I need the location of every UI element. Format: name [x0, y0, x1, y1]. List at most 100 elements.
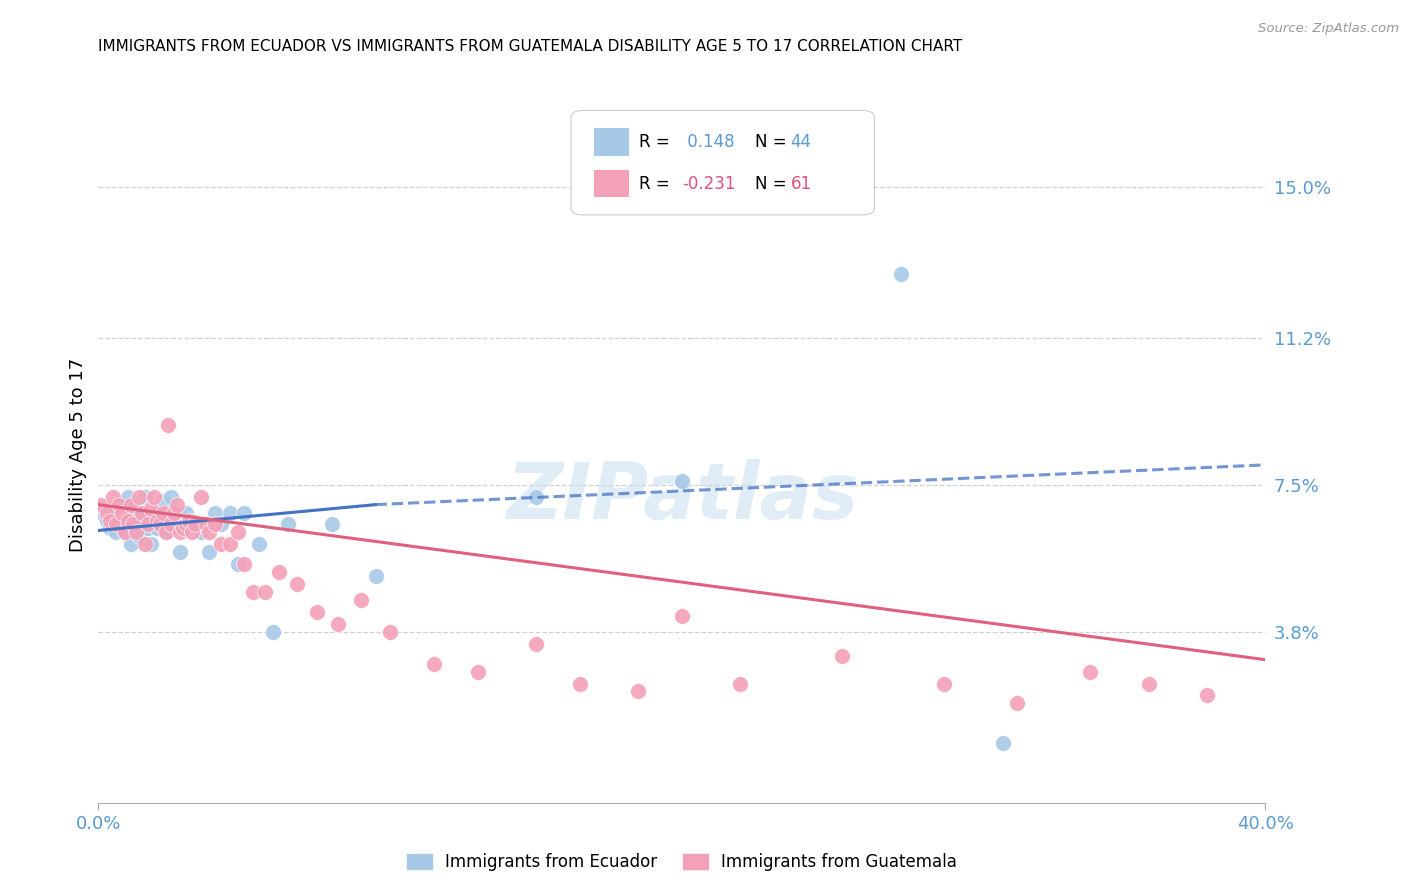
- FancyBboxPatch shape: [571, 111, 875, 215]
- Point: [125, 525, 148, 540]
- Point: [423, 657, 446, 671]
- Point: [169, 545, 191, 559]
- Y-axis label: Disability Age 5 to 17: Disability Age 5 to 17: [69, 358, 87, 552]
- Point: [253, 585, 276, 599]
- Point: [831, 648, 853, 663]
- Point: [96, 506, 118, 520]
- Point: [122, 517, 145, 532]
- Point: [1007, 697, 1029, 711]
- Point: [195, 517, 218, 532]
- Text: N =: N =: [755, 133, 787, 151]
- Point: [174, 517, 197, 532]
- Point: [180, 525, 202, 540]
- Point: [134, 537, 156, 551]
- Point: [218, 537, 240, 551]
- Point: [467, 665, 489, 679]
- Point: [204, 506, 226, 520]
- Point: [149, 517, 172, 532]
- Point: [108, 514, 131, 528]
- Text: 44: 44: [790, 133, 811, 151]
- Point: [198, 545, 221, 559]
- Point: [269, 565, 291, 579]
- Point: [120, 537, 142, 551]
- Point: [163, 506, 186, 520]
- Point: [228, 525, 250, 540]
- Point: [671, 609, 693, 624]
- Point: [209, 517, 232, 532]
- Point: [380, 624, 402, 639]
- Point: [174, 506, 197, 520]
- Point: [242, 585, 264, 599]
- Point: [350, 593, 373, 607]
- Point: [142, 514, 165, 528]
- Point: [160, 490, 183, 504]
- Legend: Immigrants from Ecuador, Immigrants from Guatemala: Immigrants from Ecuador, Immigrants from…: [401, 847, 963, 878]
- Point: [307, 605, 329, 619]
- Point: [262, 624, 284, 639]
- Text: N =: N =: [755, 175, 787, 193]
- Point: [890, 267, 912, 281]
- Point: [209, 537, 232, 551]
- Text: R =: R =: [638, 175, 669, 193]
- Point: [149, 506, 172, 520]
- Point: [120, 498, 142, 512]
- Point: [134, 490, 156, 504]
- Point: [228, 558, 250, 572]
- Text: IMMIGRANTS FROM ECUADOR VS IMMIGRANTS FROM GUATEMALA DISABILITY AGE 5 TO 17 CORR: IMMIGRANTS FROM ECUADOR VS IMMIGRANTS FR…: [98, 38, 963, 54]
- Point: [146, 521, 169, 535]
- Point: [204, 517, 226, 532]
- Point: [285, 577, 308, 591]
- Point: [114, 525, 136, 540]
- Point: [198, 525, 221, 540]
- Point: [142, 490, 165, 504]
- Point: [152, 493, 174, 508]
- Point: [326, 616, 349, 631]
- Point: [117, 514, 139, 528]
- Text: R =: R =: [638, 133, 669, 151]
- Point: [125, 501, 148, 516]
- Point: [139, 501, 162, 516]
- Point: [524, 637, 547, 651]
- Point: [98, 521, 121, 535]
- Point: [277, 517, 299, 532]
- Point: [131, 506, 153, 520]
- Point: [321, 517, 343, 532]
- Point: [104, 525, 127, 540]
- Point: [1080, 665, 1102, 679]
- Point: [98, 514, 121, 528]
- Point: [117, 517, 139, 532]
- Point: [233, 558, 256, 572]
- Text: -0.231: -0.231: [682, 175, 735, 193]
- Point: [730, 676, 752, 690]
- Text: 0.148: 0.148: [682, 133, 734, 151]
- Point: [1137, 676, 1160, 690]
- Text: 61: 61: [790, 175, 811, 193]
- Point: [136, 517, 159, 532]
- Point: [190, 490, 212, 504]
- Point: [568, 676, 591, 690]
- Point: [128, 529, 150, 543]
- Text: ZIPatlas: ZIPatlas: [506, 458, 858, 534]
- Point: [111, 501, 134, 516]
- Point: [163, 517, 186, 532]
- Point: [247, 537, 270, 551]
- Point: [155, 525, 177, 540]
- Point: [627, 684, 650, 698]
- Point: [1195, 689, 1218, 703]
- Point: [131, 506, 153, 520]
- Point: [90, 498, 112, 512]
- Point: [172, 521, 194, 535]
- Point: [991, 736, 1014, 750]
- Point: [218, 506, 240, 520]
- Point: [169, 525, 191, 540]
- Point: [190, 525, 212, 540]
- Point: [166, 498, 188, 512]
- Point: [233, 506, 256, 520]
- Point: [128, 490, 150, 504]
- Point: [114, 525, 136, 540]
- Point: [96, 514, 118, 528]
- Point: [108, 498, 131, 512]
- Point: [160, 517, 183, 532]
- FancyBboxPatch shape: [595, 128, 630, 156]
- Point: [136, 521, 159, 535]
